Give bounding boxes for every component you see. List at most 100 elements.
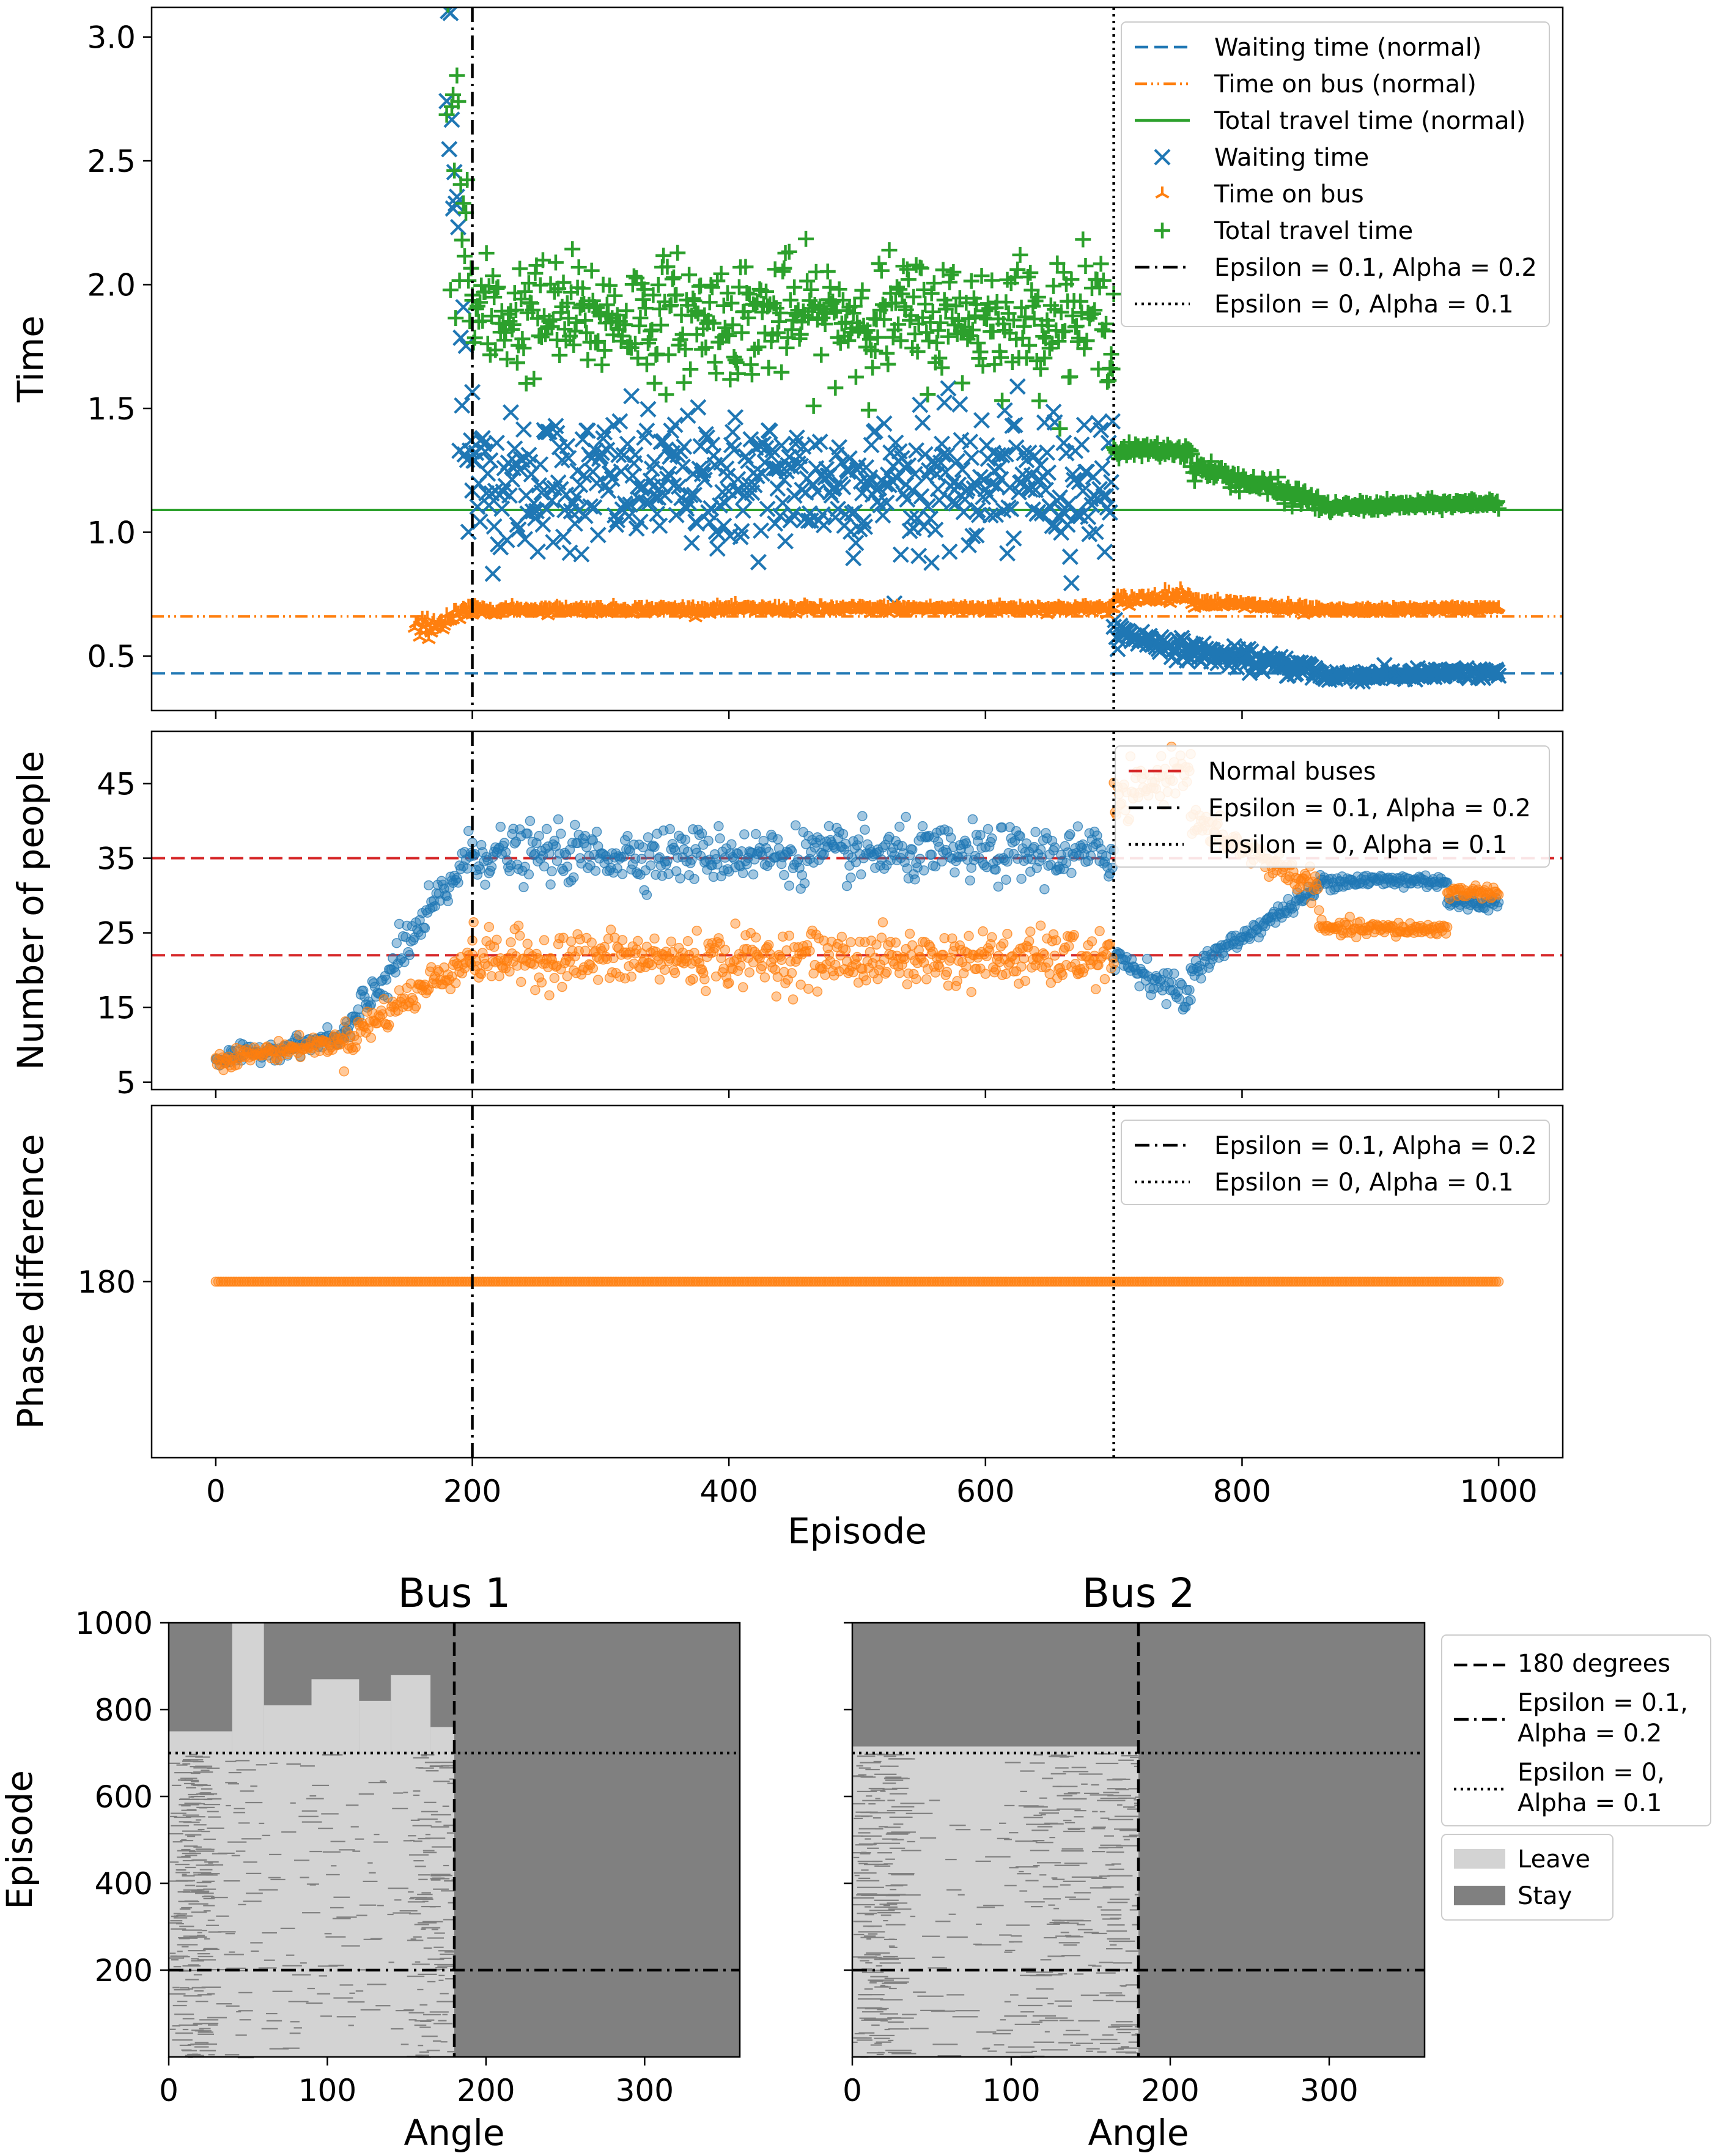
data-point [1027,854,1037,865]
data-point [578,325,595,341]
data-point [723,295,740,311]
data-point [639,954,649,965]
data-point [832,334,849,351]
data-point [729,854,739,864]
data-point [860,824,870,835]
data-point [876,932,887,943]
data-point [660,465,677,482]
data-point [909,343,926,360]
data-point [607,287,623,304]
data-point [1095,272,1112,289]
data-point [994,393,1011,409]
data-point [322,1022,333,1033]
data-point [926,849,937,860]
data-point [477,443,494,460]
data-point [1058,863,1069,874]
data-point [626,971,636,982]
data-point [825,956,836,967]
data-point [514,930,525,941]
data-point [1050,935,1061,946]
data-point [500,847,511,858]
data-point [835,479,852,496]
series-1 [407,581,1506,644]
data-point [391,938,402,948]
data-point [665,824,675,835]
data-point [945,832,956,843]
data-point [931,492,948,509]
data-point [712,859,723,869]
data-point [352,1035,362,1046]
data-point [454,232,470,248]
data-point [509,838,520,849]
data-point [744,967,755,978]
data-point [690,399,707,416]
data-point [857,519,874,536]
data-point [738,982,748,992]
data-point [813,347,830,363]
data-point [595,430,612,447]
data-point [441,141,458,158]
data-point [851,521,868,537]
data-point [1003,501,1020,518]
data-point [1042,833,1052,844]
legend-entry-label: Epsilon = 0.1, Alpha = 0.2 [1214,254,1537,282]
data-point [921,333,937,349]
data-point [913,488,930,505]
data-point [964,528,981,545]
data-point [410,1001,421,1012]
data-point [699,429,715,446]
data-point [815,517,832,534]
data-point [1104,361,1121,377]
data-point [683,534,700,552]
data-point [1079,333,1095,349]
data-point [419,923,430,934]
data-point [805,945,815,956]
data-point [1491,500,1507,517]
data-point [545,311,561,328]
data-point [504,966,515,977]
data-point [509,355,525,371]
data-point [689,874,699,884]
plot-area [152,731,1563,1090]
data-point [798,827,809,838]
data-point [890,316,907,333]
data-point [1001,969,1011,980]
data-point [720,944,731,955]
data-point [485,267,501,284]
data-point [611,968,621,978]
data-point [892,546,909,563]
data-point [1057,323,1073,339]
data-point [561,849,571,860]
data-point [1101,851,1112,862]
data-point [525,816,536,826]
y-tick-label: 15 [97,991,136,1026]
data-point [871,939,882,950]
data-point [694,958,705,969]
data-point [579,423,596,439]
data-point [423,880,434,891]
data-point [811,434,828,451]
data-point [583,262,600,279]
data-point [688,973,698,984]
data-point [1270,469,1286,485]
data-point [724,424,741,441]
data-point [993,349,1009,366]
data-point [1030,503,1047,520]
data-point [688,824,698,835]
data-point [833,316,850,332]
data-point [1493,889,1504,900]
data-point [462,863,473,874]
data-point [1025,926,1036,937]
data-point [562,971,573,981]
data-point [366,1032,377,1043]
data-point [1083,940,1093,951]
data-point [1146,989,1156,1000]
data-point [847,534,865,552]
data-point [527,836,538,847]
data-point [1002,928,1012,939]
data-point [611,413,629,430]
data-point [592,975,603,985]
series-2 [438,7,1507,520]
data-point [771,991,782,1002]
data-point [999,545,1016,562]
